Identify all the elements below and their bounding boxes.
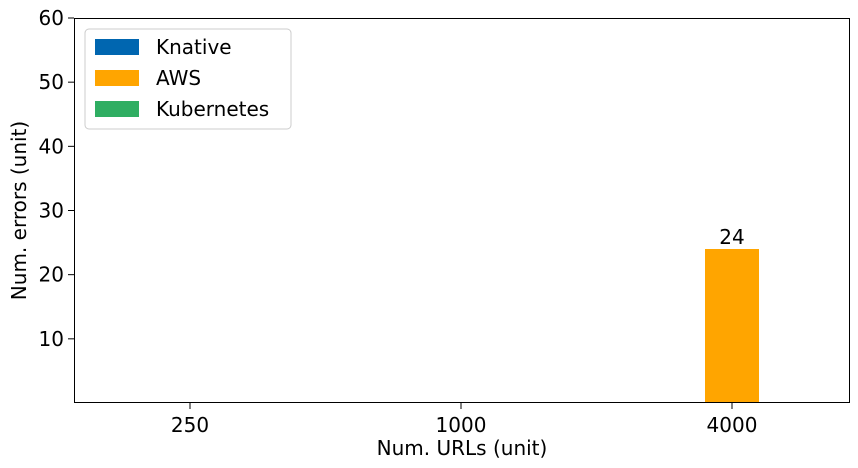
y-tick-label: 50: [39, 70, 64, 94]
y-tick-label: 60: [39, 6, 64, 30]
data-label: 24: [719, 225, 744, 249]
legend-label-aws: AWS: [156, 66, 201, 90]
legend-swatch-aws: [95, 70, 139, 86]
x-tick-label: 250: [171, 413, 209, 437]
legend-label-kubernetes: Kubernetes: [156, 97, 269, 121]
legend-swatch-kubernetes: [95, 101, 139, 117]
bars-layer: [705, 249, 759, 403]
plot-frame: [74, 18, 850, 403]
y-tick-label: 40: [39, 134, 64, 158]
bar-aws-4000: [705, 249, 759, 403]
x-axis-ticks: 250 1000 4000: [171, 403, 758, 437]
legend: Knative AWS Kubernetes: [84, 28, 292, 130]
y-tick-label: 20: [39, 263, 64, 287]
x-axis-label: Num. URLs (unit): [377, 436, 548, 460]
data-labels-layer: 24: [719, 225, 744, 249]
legend-swatch-knative: [95, 39, 139, 55]
y-tick-label: 30: [39, 199, 64, 223]
y-tick-label: 10: [39, 327, 64, 351]
y-axis-ticks: 10 20 30 40 50 60: [39, 6, 74, 351]
legend-label-knative: Knative: [156, 35, 232, 59]
x-tick-label: 1000: [436, 413, 487, 437]
y-axis-label: Num. errors (unit): [7, 121, 31, 300]
x-tick-label: 4000: [707, 413, 758, 437]
